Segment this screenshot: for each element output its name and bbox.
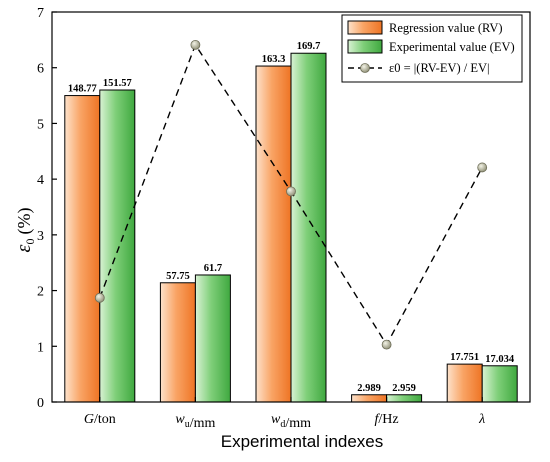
bar-rv-3 bbox=[351, 394, 388, 403]
legend-swatch-error-marker bbox=[360, 63, 370, 73]
y-tick-label-2: 2 bbox=[37, 285, 44, 300]
error-marker-2 bbox=[286, 186, 296, 197]
x-tick-label-4: λ bbox=[478, 412, 485, 427]
y-axis-label: ε0(%) bbox=[13, 208, 37, 253]
bar-ev-4 bbox=[481, 365, 518, 403]
y-axis-ticks: 0 1 2 3 4 5 6 7 bbox=[37, 6, 57, 411]
y-tick-label-6: 6 bbox=[37, 62, 44, 77]
x-axis-ticks: G/ton wu/mm wd/mm f/Hz λ bbox=[84, 397, 485, 431]
data-label-rv-0: 148.77 bbox=[68, 84, 97, 95]
data-label-rv-1: 57.75 bbox=[166, 271, 190, 282]
bar-ev-1 bbox=[194, 274, 231, 403]
x-tick-label-1: wu/mm bbox=[175, 412, 215, 431]
legend-swatch-ev bbox=[347, 39, 383, 54]
y-tick-label-3: 3 bbox=[37, 229, 44, 244]
y-tick-label-4: 4 bbox=[37, 173, 44, 188]
legend-label-rv: Regression value (RV) bbox=[389, 21, 503, 35]
y-tick-label-1: 1 bbox=[37, 340, 44, 355]
data-label-ev-3: 2.959 bbox=[392, 383, 416, 394]
data-label-rv-2: 163.3 bbox=[262, 54, 286, 65]
data-labels: 148.77 57.75 163.3 2.989 17.751 151.57 61.7 169… bbox=[68, 41, 515, 394]
bar-ev-0 bbox=[99, 89, 136, 403]
legend-label-ev: Experimental value (EV) bbox=[389, 40, 515, 54]
data-label-ev-0: 151.57 bbox=[103, 78, 132, 89]
error-marker-1 bbox=[190, 39, 201, 50]
data-label-ev-4: 17.034 bbox=[485, 354, 515, 365]
legend-label-error: ε0 = |(RV-EV) / EV| bbox=[389, 61, 490, 75]
bar-rv-4 bbox=[446, 363, 483, 403]
x-tick-label-2: wd/mm bbox=[271, 412, 311, 431]
bar-ev-3 bbox=[386, 394, 423, 403]
x-axis-label: Experimental indexes bbox=[221, 432, 384, 451]
bar-rv-2 bbox=[255, 65, 292, 403]
data-label-rv-3: 2.989 bbox=[357, 383, 381, 394]
x-tick-label-3: f/Hz bbox=[375, 412, 399, 427]
plot-area: 148.77 57.75 163.3 2.989 17.751 151.57 61.7 169… bbox=[64, 39, 518, 403]
error-marker-0 bbox=[94, 292, 105, 303]
legend-swatch-rv bbox=[347, 20, 383, 35]
error-markers bbox=[94, 39, 488, 350]
bar-rv-1 bbox=[159, 282, 196, 403]
error-marker-4 bbox=[477, 162, 488, 173]
data-label-ev-2: 169.7 bbox=[297, 41, 321, 52]
data-label-rv-4: 17.751 bbox=[450, 352, 479, 363]
error-marker-3 bbox=[381, 339, 392, 350]
legend: Regression value (RV) Experimental value … bbox=[341, 14, 523, 83]
y-tick-label-7: 7 bbox=[37, 6, 44, 21]
y-tick-label-5: 5 bbox=[37, 117, 44, 132]
x-tick-label-0: G/ton bbox=[84, 412, 116, 427]
bar-rv-0 bbox=[64, 95, 101, 403]
bar-ev-2 bbox=[290, 52, 327, 403]
bars bbox=[64, 52, 518, 403]
data-label-ev-1: 61.7 bbox=[204, 263, 222, 274]
y-tick-label-0: 0 bbox=[37, 396, 44, 411]
